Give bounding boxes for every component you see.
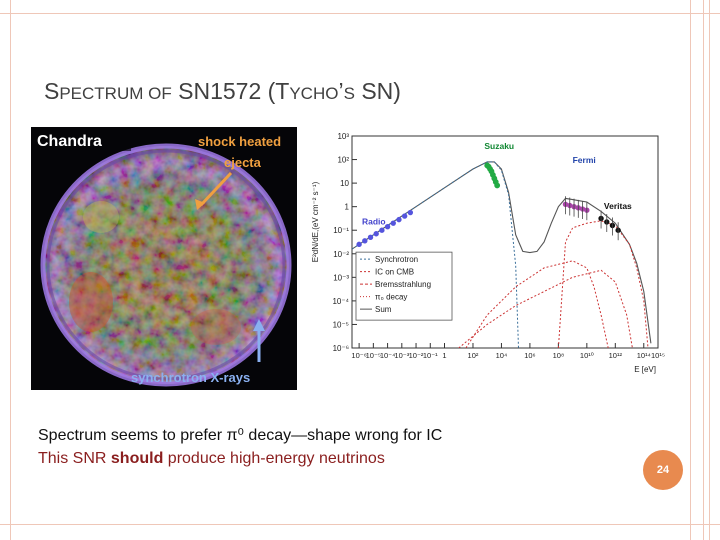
data-point-radio	[390, 220, 396, 226]
arrow-ejecta	[199, 171, 233, 207]
annotation-synchrotron-xrays: synchrotron X-rays	[131, 370, 250, 385]
caption: Spectrum seems to prefer π⁰ decay—shape …	[38, 424, 442, 470]
x-tick-label: 10¹²	[609, 351, 623, 360]
x-tick-label: 10²	[468, 351, 479, 360]
curve-bremsstrahlung	[458, 269, 633, 348]
x-tick-label: 10¹⁰	[580, 351, 594, 360]
x-tick-label: 10⁻²	[409, 351, 424, 360]
data-point-radio	[373, 231, 379, 237]
x-tick-label: 10¹⁴	[637, 351, 651, 360]
chandra-image: Chandra shock heated ejecta synchrotron …	[31, 127, 297, 390]
x-tick-label: 10⁻⁶	[351, 351, 366, 360]
y-tick-label: 10⁻⁴	[332, 297, 349, 306]
curve-synchrotron	[352, 161, 519, 348]
legend-entry: π₀ decay	[375, 293, 407, 302]
curve-ic-on-cmb	[465, 260, 609, 348]
y-tick-label: 10⁻⁵	[333, 320, 349, 329]
data-point-radio	[356, 241, 362, 248]
legend-entry: Sum	[375, 305, 392, 314]
arrow-ejecta-head	[195, 199, 205, 210]
y-tick-label: 10³	[337, 132, 349, 141]
page-title: SPECTRUM OF SN1572 (TYCHO’S SN)	[44, 78, 401, 104]
caption-line-1: Spectrum seems to prefer π⁰ decay—shape …	[38, 427, 443, 444]
data-point-radio	[379, 227, 385, 233]
legend-entry: Synchrotron	[375, 255, 418, 264]
border-line-bottom	[0, 524, 720, 525]
y-tick-label: 10	[340, 179, 349, 188]
label-radio: Radio	[362, 216, 386, 226]
x-tick-label: 10⁶	[524, 351, 535, 360]
y-tick-label: 10⁻³	[333, 273, 349, 282]
data-point-suzaku	[494, 182, 501, 189]
legend-entry: IC on CMB	[375, 268, 414, 277]
data-point-radio	[367, 234, 374, 240]
border-line-left	[10, 0, 11, 540]
y-tick-label: 10²	[337, 156, 349, 165]
border-line-top	[0, 13, 720, 14]
data-point-radio	[401, 213, 408, 219]
page-number-badge: 24	[643, 450, 683, 490]
chandra-label: Chandra	[37, 133, 102, 150]
x-tick-label: 10⁸	[553, 351, 565, 360]
y-tick-label: 10⁻⁶	[333, 344, 349, 353]
x-tick-label: 10⁴	[496, 351, 508, 360]
data-point-radio	[396, 216, 402, 223]
x-tick-label: 10⁻⁴	[380, 351, 396, 360]
arrow-synchrotron-head	[253, 319, 265, 331]
x-tick-label: 10⁻⁵	[366, 351, 381, 360]
caption-emphasis: should	[110, 450, 164, 467]
legend-entry: Bremsstrahlung	[375, 280, 431, 289]
data-point-radio	[362, 238, 368, 244]
annotation-shock-heated: shock heated	[198, 134, 281, 149]
label-suzaku: Suzaku	[484, 141, 514, 151]
y-tick-label: 1	[345, 203, 350, 212]
x-tick-label: 10⁻¹	[423, 351, 438, 360]
data-point-radio	[407, 209, 414, 216]
border-line-right-1	[690, 0, 691, 540]
x-tick-label: 10⁻³	[394, 351, 409, 360]
border-line-right-3	[709, 0, 710, 540]
caption-line-2: This SNR should produce high-energy neut…	[38, 450, 385, 467]
x-tick-label: 1	[442, 351, 446, 360]
border-line-right-2	[703, 0, 704, 540]
spectrum-chart: 10³ 10² 10 1 10⁻¹ 10⁻² 10⁻³ 10⁻⁴ 10⁻⁵ 10⁻⁶ 10⁻⁶ 10⁻…	[308, 130, 670, 380]
x-axis-label: E [eV]	[634, 365, 656, 374]
y-tick-label: 10⁻²	[333, 250, 349, 259]
data-point-radio	[384, 223, 391, 230]
annotation-ejecta: ejecta	[224, 155, 262, 170]
y-axis-label: E²dN/dE,(eV cm⁻² s⁻¹)	[311, 181, 320, 262]
x-tick-label: 10¹⁵	[651, 351, 665, 360]
y-tick-label: 10⁻¹	[333, 226, 349, 235]
label-veritas: Veritas	[604, 201, 632, 211]
label-fermi: Fermi	[573, 155, 596, 165]
